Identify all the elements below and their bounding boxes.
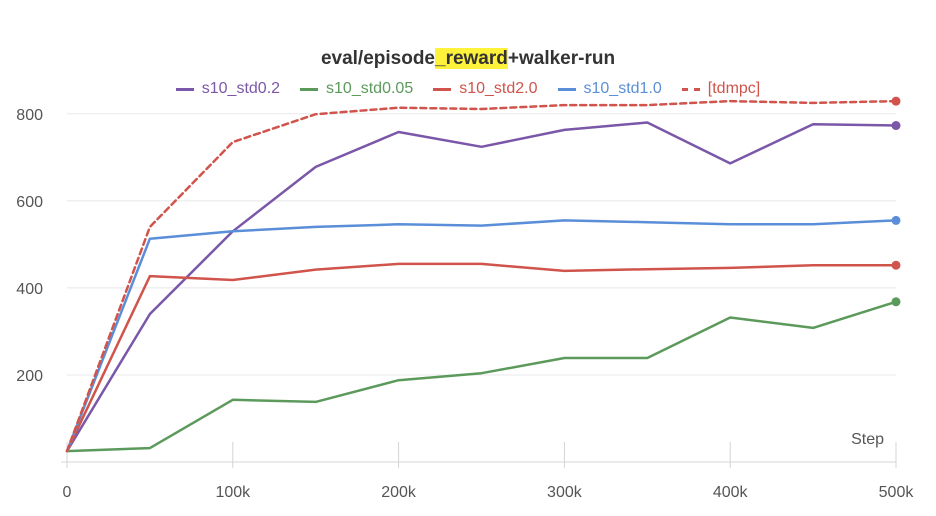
series-line-2 (65, 262, 898, 453)
chart-legend: s10_std0.2 s10_std0.05 s10_std2.0 s10_std1.… (0, 80, 936, 98)
legend-label: s10_std0.05 (326, 80, 414, 97)
legend-item-4: [tdmpc] (681, 80, 761, 98)
series-end-marker-0 (891, 121, 901, 131)
legend-swatch (681, 87, 700, 91)
legend-label: s10_std0.2 (201, 80, 281, 97)
series-line-3 (65, 219, 898, 453)
series-end-marker-1 (891, 297, 901, 307)
legend-item-2: s10_std2.0 (433, 80, 538, 98)
title-part-after: +walker-run (507, 48, 616, 69)
x-tick-label: 200k (381, 484, 417, 501)
y-tick-label: 800 (16, 107, 43, 124)
legend-item-1: s10_std0.05 (300, 80, 413, 98)
legend-label: [tdmpc] (707, 80, 761, 97)
legend-swatch (433, 87, 452, 91)
x-tick-label: 500k (879, 484, 915, 501)
series-end-marker-2 (891, 260, 901, 270)
series-end-marker-4 (891, 96, 901, 106)
y-tick-label: 600 (16, 194, 43, 211)
series-line-4 (65, 99, 898, 453)
x-tick-label: 0 (63, 484, 72, 501)
legend-label: s10_std1.0 (583, 80, 662, 97)
x-tick-label: 400k (713, 484, 749, 501)
x-tick-label: 100k (215, 484, 251, 501)
title-highlight: _reward (435, 48, 508, 69)
series-line-1 (65, 300, 898, 453)
legend-item-3: s10_std1.0 (557, 80, 662, 98)
y-tick-label: 400 (16, 281, 43, 298)
series-line-0 (65, 121, 898, 453)
legend-swatch (557, 87, 576, 91)
legend-item-0: s10_std0.2 (175, 80, 281, 98)
x-tick-label: 300k (547, 484, 583, 501)
legend-swatch (175, 87, 194, 91)
chart-title: eval/episode_reward+walker-run (0, 48, 936, 70)
legend-label: s10_std2.0 (459, 80, 538, 97)
x-axis-label: Step (851, 431, 884, 448)
series-end-marker-3 (891, 215, 901, 225)
legend-swatch (300, 87, 319, 91)
y-tick-label: 200 (16, 368, 43, 385)
title-part-before: eval/episode (320, 48, 435, 69)
